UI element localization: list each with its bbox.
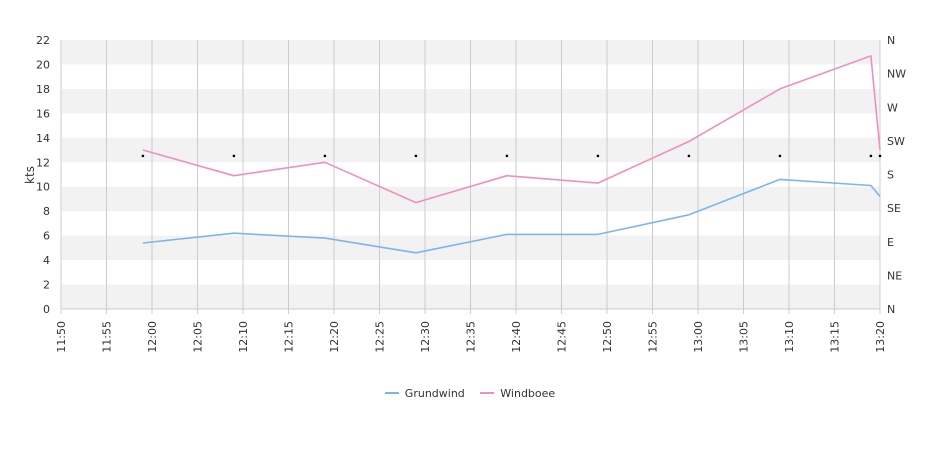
direction-marker <box>232 154 236 158</box>
direction-marker <box>878 154 882 158</box>
x-tick-label: 11:55 <box>101 321 114 353</box>
direction-marker <box>778 154 782 158</box>
series-line-grundwind <box>142 178 881 254</box>
x-tick-label: 12:30 <box>419 321 432 353</box>
y2-tick-label: SW <box>887 135 905 148</box>
direction-marker <box>687 154 691 158</box>
x-tick-label: 13:20 <box>874 321 887 353</box>
y-tick-label: 18 <box>36 83 50 96</box>
y2-tick-label: S <box>887 169 894 182</box>
direction-marker <box>869 154 873 158</box>
y-tick-label: 0 <box>43 303 50 316</box>
x-tick-label: 12:15 <box>283 321 296 353</box>
x-tick-label: 12:40 <box>510 321 523 353</box>
x-tick-label: 12:35 <box>465 321 478 353</box>
x-tick-label: 13:15 <box>829 321 842 353</box>
y-tick-label: 4 <box>43 254 50 267</box>
y-axis-label: kts <box>23 166 37 184</box>
direction-marker <box>323 154 327 158</box>
direction-marker <box>414 154 418 158</box>
x-tick-label: 12:45 <box>556 321 569 353</box>
x-tick-label: 12:25 <box>374 321 387 353</box>
y2-tick-label: NE <box>887 269 902 282</box>
y2-tick-label: SE <box>887 202 901 215</box>
y-tick-label: 14 <box>36 132 50 145</box>
direction-marker <box>596 154 600 158</box>
y-tick-label: 8 <box>43 205 50 218</box>
legend-item-grundwind[interactable]: Grundwind <box>384 386 465 400</box>
y-tick-label: 2 <box>43 279 50 292</box>
x-tick-label: 12:50 <box>601 321 614 353</box>
y-axis-ticks: 0 2 4 6 8 10 12 14 16 18 20 22 <box>36 34 50 316</box>
x-tick-label: 12:20 <box>328 321 341 353</box>
x-tick-label: 13:05 <box>738 321 751 353</box>
x-tick-label: 12:55 <box>647 321 660 353</box>
vertical-gridlines <box>60 40 881 314</box>
legend-label-grundwind: Grundwind <box>404 386 465 400</box>
series-lines <box>142 55 881 254</box>
y-tick-label: 6 <box>43 230 50 243</box>
legend-label-windboee: Windboee <box>500 386 556 400</box>
y2-tick-label: W <box>887 101 898 114</box>
y2-tick-label: N <box>887 34 895 47</box>
y-tick-label: 10 <box>36 181 50 194</box>
legend-swatch-windboee <box>480 392 495 394</box>
legend: Grundwind Windboee <box>0 384 940 400</box>
series-line-windboee <box>142 55 881 204</box>
x-tick-label: 13:10 <box>783 321 796 353</box>
legend-swatch-grundwind <box>384 392 399 394</box>
x-axis-ticks: 11:50 11:55 12:00 12:05 12:10 12:15 12:20 12:25… <box>55 321 887 353</box>
direction-markers <box>141 154 882 158</box>
y-tick-label: 12 <box>36 156 50 169</box>
y2-tick-label: NW <box>887 68 906 81</box>
y2-tick-label: E <box>887 236 894 249</box>
x-tick-label: 12:10 <box>237 321 250 353</box>
legend-item-windboee[interactable]: Windboee <box>480 387 555 400</box>
x-tick-label: 12:00 <box>146 321 159 353</box>
y2-axis-ticks: N NE E SE S SW W NW N <box>887 34 906 316</box>
x-tick-label: 13:00 <box>692 321 705 353</box>
direction-marker <box>141 154 145 158</box>
y-tick-label: 20 <box>36 58 50 71</box>
y-tick-label: 16 <box>36 107 50 120</box>
x-tick-label: 12:05 <box>192 321 205 353</box>
y2-tick-label: N <box>887 303 895 316</box>
direction-marker <box>505 154 509 158</box>
y-tick-label: 22 <box>36 34 50 47</box>
x-tick-label: 11:50 <box>55 321 68 353</box>
